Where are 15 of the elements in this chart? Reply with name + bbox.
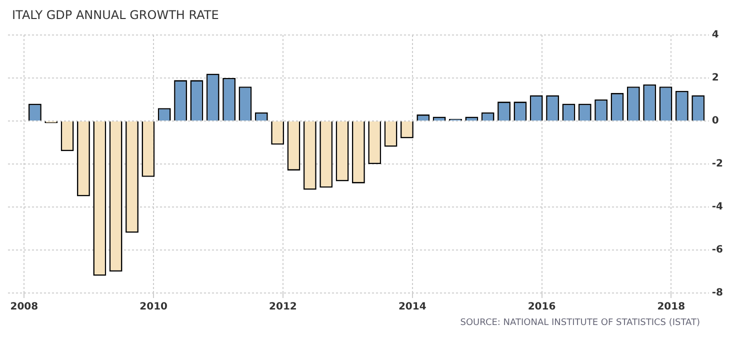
x-tick-label: 2014 (398, 302, 426, 313)
chart-title: ITALY GDP ANNUAL GROWTH RATE (12, 8, 219, 22)
y-tick-label: 4 (712, 30, 719, 41)
source-note: SOURCE: NATIONAL INSTITUTE OF STATISTICS (ISTAT) (460, 318, 700, 328)
y-tick-label: -6 (712, 244, 724, 256)
x-tick-label: 2010 (140, 302, 168, 313)
x-tick-label: 2016 (528, 302, 556, 313)
y-tick-label: 2 (712, 72, 719, 84)
y-tick-label: -8 (712, 288, 724, 299)
y-tick-label: -4 (712, 202, 724, 213)
x-tick-label: 2018 (657, 302, 686, 313)
y-tick-label: 0 (712, 116, 719, 127)
y-tick-label: -2 (712, 158, 724, 170)
x-tick-label: 2008 (10, 302, 38, 313)
x-tick-label: 2012 (269, 302, 297, 313)
